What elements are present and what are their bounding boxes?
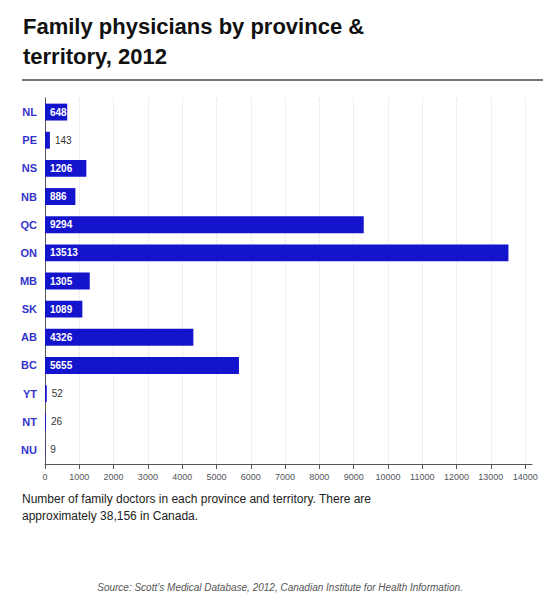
svg-text:territory, 2012: territory, 2012 <box>23 44 167 69</box>
svg-text:14000: 14000 <box>513 472 538 482</box>
svg-text:NL: NL <box>22 106 37 118</box>
svg-text:9000: 9000 <box>344 472 364 482</box>
svg-text:11000: 11000 <box>410 472 434 482</box>
svg-text:YT: YT <box>23 388 37 400</box>
svg-text:approximately 38,156 in Canada: approximately 38,156 in Canada. <box>22 509 198 523</box>
svg-text:8000: 8000 <box>309 472 329 482</box>
svg-text:MB: MB <box>20 275 37 287</box>
svg-text:0: 0 <box>42 472 47 482</box>
svg-text:52: 52 <box>52 388 64 399</box>
svg-text:9: 9 <box>50 444 56 455</box>
svg-text:1305: 1305 <box>50 276 73 287</box>
svg-text:6000: 6000 <box>241 472 261 482</box>
svg-text:5000: 5000 <box>206 472 226 482</box>
svg-text:9294: 9294 <box>50 219 73 230</box>
svg-text:NT: NT <box>22 416 37 428</box>
svg-text:10000: 10000 <box>375 472 400 482</box>
svg-text:886: 886 <box>50 191 67 202</box>
svg-text:3000: 3000 <box>138 472 158 482</box>
svg-text:12000: 12000 <box>444 472 469 482</box>
svg-text:4326: 4326 <box>50 332 73 343</box>
svg-text:Source: Scott’s Medical Databa: Source: Scott’s Medical Database, 2012, … <box>97 582 463 593</box>
svg-text:1206: 1206 <box>50 163 73 174</box>
svg-text:13513: 13513 <box>50 247 78 258</box>
svg-text:Number of family doctors in ea: Number of family doctors in each provinc… <box>22 492 371 506</box>
svg-text:5655: 5655 <box>50 360 73 371</box>
svg-text:4000: 4000 <box>172 472 192 482</box>
svg-text:BC: BC <box>21 359 37 371</box>
svg-text:648: 648 <box>50 107 67 118</box>
svg-text:7000: 7000 <box>275 472 295 482</box>
svg-text:NU: NU <box>21 444 37 456</box>
svg-text:2000: 2000 <box>104 472 124 482</box>
svg-text:13000: 13000 <box>478 472 503 482</box>
svg-text:143: 143 <box>55 135 72 146</box>
svg-text:AB: AB <box>21 331 37 343</box>
svg-text:PE: PE <box>22 134 37 146</box>
svg-text:26: 26 <box>51 416 63 427</box>
svg-text:1089: 1089 <box>50 304 73 315</box>
svg-text:NS: NS <box>22 162 37 174</box>
svg-text:Family physicians by province: Family physicians by province & <box>23 14 364 39</box>
svg-text:SK: SK <box>22 303 37 315</box>
svg-text:1000: 1000 <box>69 472 89 482</box>
svg-text:NB: NB <box>21 191 37 203</box>
svg-text:QC: QC <box>21 219 38 231</box>
svg-text:ON: ON <box>21 247 38 259</box>
